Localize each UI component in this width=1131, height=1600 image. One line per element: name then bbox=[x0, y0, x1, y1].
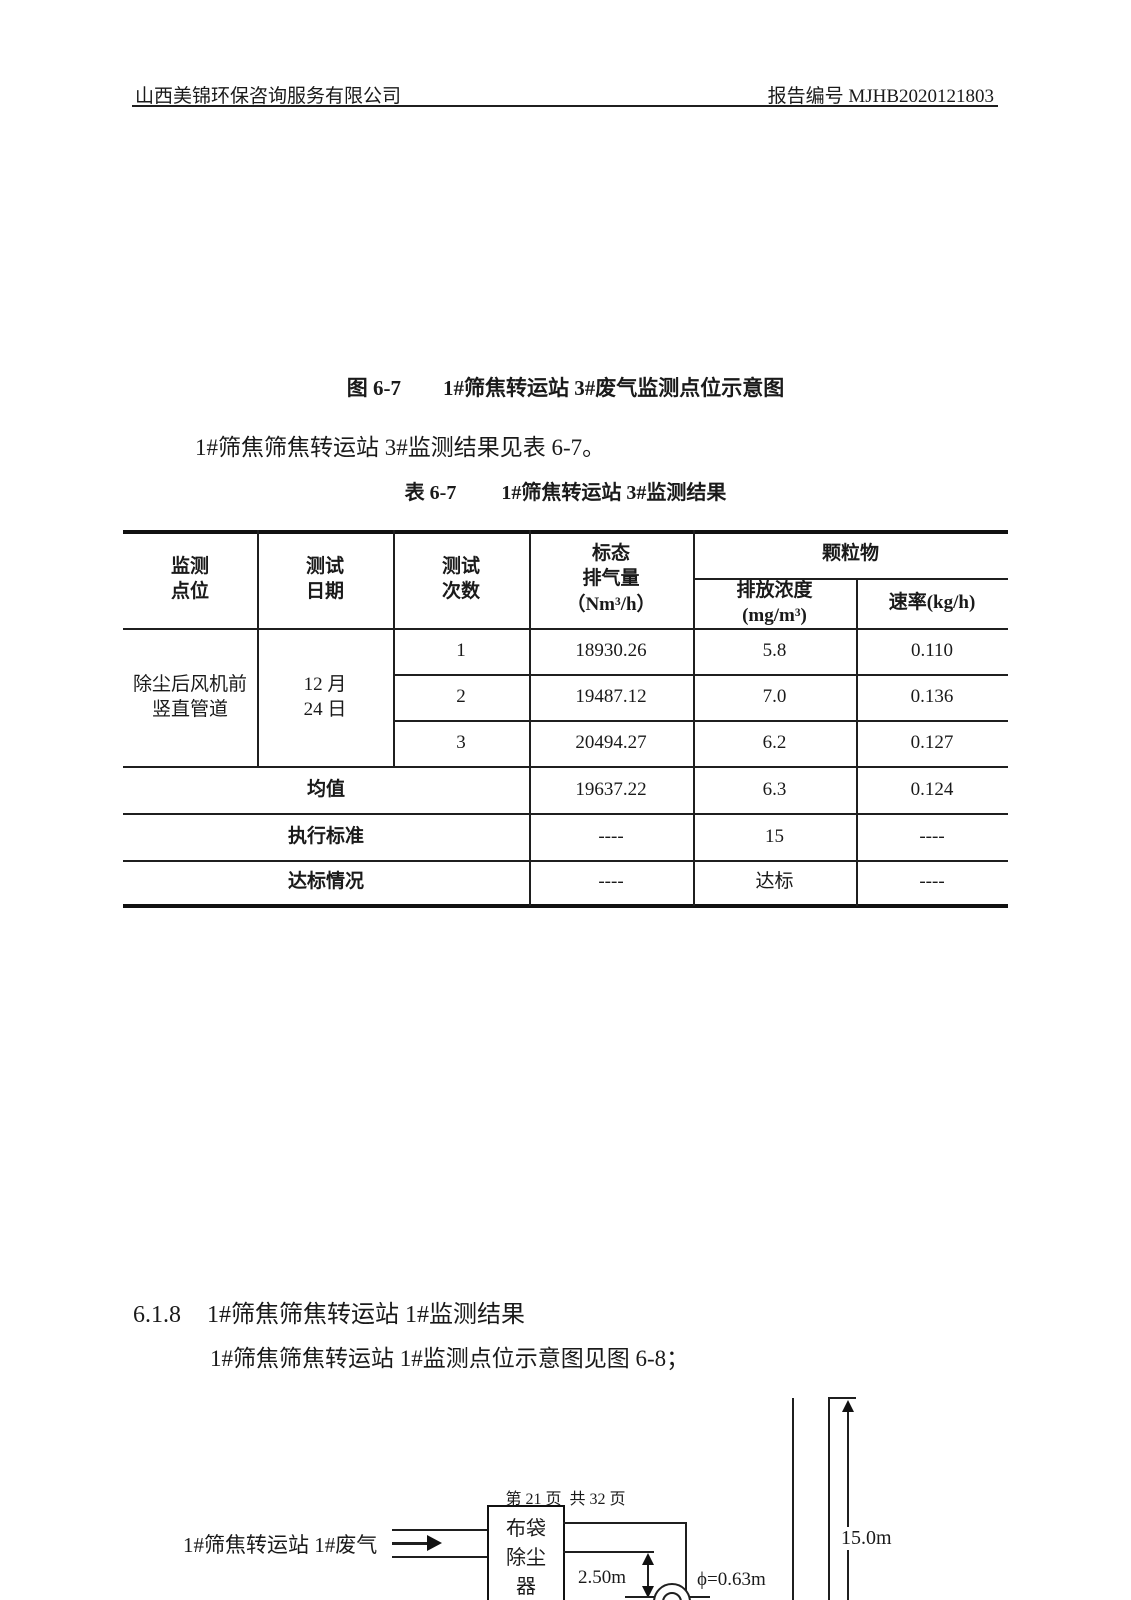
header-rule bbox=[132, 105, 998, 107]
outlet-duct-line-vertical bbox=[685, 1522, 687, 1598]
outlet-height-arrow-shaft bbox=[647, 1557, 649, 1594]
stack-wall-left bbox=[792, 1398, 794, 1600]
run-number-cell: 1 bbox=[456, 640, 466, 662]
flow-arrow-icon bbox=[427, 1535, 442, 1551]
page-footer: 第 21 页 共 32 页 bbox=[505, 1491, 626, 1508]
row-divider-4 bbox=[123, 813, 1008, 815]
row-divider-5 bbox=[123, 860, 1008, 862]
standard-rate-cell: ---- bbox=[919, 825, 945, 847]
standard-concentration-cell: 15 bbox=[765, 825, 784, 847]
col-header-flow: 标态 排气量 （Nm³/h） bbox=[566, 543, 656, 615]
col-header-concentration: 排放浓度 (mg/m³) bbox=[736, 579, 813, 626]
concentration-value-cell: 7.0 bbox=[762, 686, 787, 708]
col-divider-flow-pm bbox=[693, 530, 695, 906]
header-report-number: 报告编号 MJHB2020121803 bbox=[767, 86, 994, 107]
dust-collector-box: 布袋 除尘 器 bbox=[487, 1505, 565, 1600]
figure-caption-label: 图 6-7 bbox=[346, 376, 401, 400]
concentration-value-cell: 5.8 bbox=[762, 640, 787, 662]
see-figure-paragraph: 1#筛焦筛焦转运站 1#监测点位示意图见图 6-8； bbox=[210, 1346, 690, 1371]
intro-paragraph: 1#筛焦筛焦转运站 3#监测结果见表 6-7。 bbox=[195, 435, 606, 460]
date-value-cell: 12 月 24 日 bbox=[303, 673, 347, 720]
inlet-duct-line-top bbox=[392, 1529, 487, 1531]
table-caption-title: 1#筛焦转运站 3#监测结果 bbox=[501, 482, 727, 504]
mean-rate-cell: 0.124 bbox=[910, 778, 954, 800]
stack-diameter-label: ϕ=0.63m bbox=[697, 1569, 766, 1590]
row-divider-2 bbox=[393, 720, 1008, 722]
header-bottom-rule bbox=[123, 628, 1008, 630]
standard-flow-cell: ---- bbox=[598, 825, 624, 847]
col-divider-conc-rate bbox=[856, 578, 858, 906]
compliance-rate-cell: ---- bbox=[919, 871, 945, 893]
table-border-bottom bbox=[123, 904, 1008, 908]
col-header-runs: 测试 次数 bbox=[441, 555, 480, 602]
outlet-duct-line-top bbox=[563, 1522, 687, 1524]
site-value-cell: 除尘后风机前 竖直管道 bbox=[132, 673, 247, 720]
rate-value-cell: 0.127 bbox=[910, 732, 954, 754]
figure-caption: 图 6-7 1#筛焦转运站 3#废气监测点位示意图 bbox=[0, 372, 1131, 402]
row-divider-3 bbox=[123, 766, 1008, 768]
pm-group-underline bbox=[693, 578, 1008, 580]
table-caption-label: 表 6-7 bbox=[404, 482, 457, 504]
table-border-top bbox=[123, 530, 1008, 534]
run-number-cell: 3 bbox=[456, 732, 466, 754]
flow-value-cell: 19487.12 bbox=[575, 686, 647, 708]
dust-collector-label: 布袋 除尘 器 bbox=[506, 1518, 546, 1598]
run-number-cell: 2 bbox=[456, 686, 466, 708]
rate-value-cell: 0.110 bbox=[910, 640, 954, 662]
section-heading: 6.1.8 1#筛焦筛焦转运站 1#监测结果 bbox=[133, 1294, 525, 1329]
section-title: 1#筛焦筛焦转运站 1#监测结果 bbox=[207, 1302, 525, 1328]
col-divider-date-runs bbox=[393, 530, 395, 766]
col-divider-site-date bbox=[257, 530, 259, 766]
section-number: 6.1.8 bbox=[133, 1302, 181, 1328]
summary-label-standard: 执行标准 bbox=[287, 825, 364, 847]
figure-caption-title: 1#筛焦转运站 3#废气监测点位示意图 bbox=[443, 376, 785, 400]
col-divider-runs-flow bbox=[529, 530, 531, 906]
outlet-height-arrow-up-icon bbox=[642, 1553, 654, 1565]
header-company: 山西美锦环保咨询服务有限公司 bbox=[135, 86, 402, 107]
flow-arrow-shaft bbox=[392, 1542, 428, 1545]
outlet-height-label: 2.50m bbox=[578, 1567, 627, 1588]
compliance-concentration-cell: 达标 bbox=[755, 871, 794, 893]
outlet-height-arrow-down-icon bbox=[642, 1586, 654, 1598]
mean-flow-cell: 19637.22 bbox=[575, 778, 647, 800]
monitoring-table: 监测 点位 测试 日期 测试 次数 标态 排气量 （Nm³/h） 颗粒物 排放浓… bbox=[123, 530, 1008, 908]
col-header-date: 测试 日期 bbox=[305, 555, 344, 602]
stack-height-arrow-up-icon bbox=[842, 1400, 854, 1412]
inlet-duct-line-bottom bbox=[392, 1556, 487, 1558]
row-divider-1 bbox=[393, 674, 1008, 676]
flow-value-cell: 18930.26 bbox=[575, 640, 647, 662]
stack-height-label: 15.0m bbox=[838, 1527, 895, 1550]
outlet-duct-line-lower bbox=[563, 1551, 654, 1553]
mean-concentration-cell: 6.3 bbox=[762, 778, 787, 800]
rate-value-cell: 0.136 bbox=[910, 686, 954, 708]
concentration-value-cell: 6.2 bbox=[762, 732, 787, 754]
summary-label-compliance: 达标情况 bbox=[287, 871, 364, 893]
stack-dimension-top-tick bbox=[828, 1397, 856, 1399]
stack-height-arrow-shaft bbox=[847, 1402, 849, 1600]
flow-value-cell: 20494.27 bbox=[575, 732, 647, 754]
col-header-rate: 速率(kg/h) bbox=[888, 592, 976, 614]
stack-wall-right bbox=[828, 1398, 830, 1600]
diagram-inlet-label: 1#筛焦转运站 1#废气 bbox=[183, 1533, 378, 1557]
compliance-flow-cell: ---- bbox=[598, 871, 624, 893]
col-header-site: 监测 点位 bbox=[170, 555, 209, 602]
table-caption: 表 6-7 1#筛焦转运站 3#监测结果 bbox=[0, 476, 1131, 505]
col-header-pm-group: 颗粒物 bbox=[821, 543, 879, 565]
summary-label-mean: 均值 bbox=[306, 778, 345, 800]
